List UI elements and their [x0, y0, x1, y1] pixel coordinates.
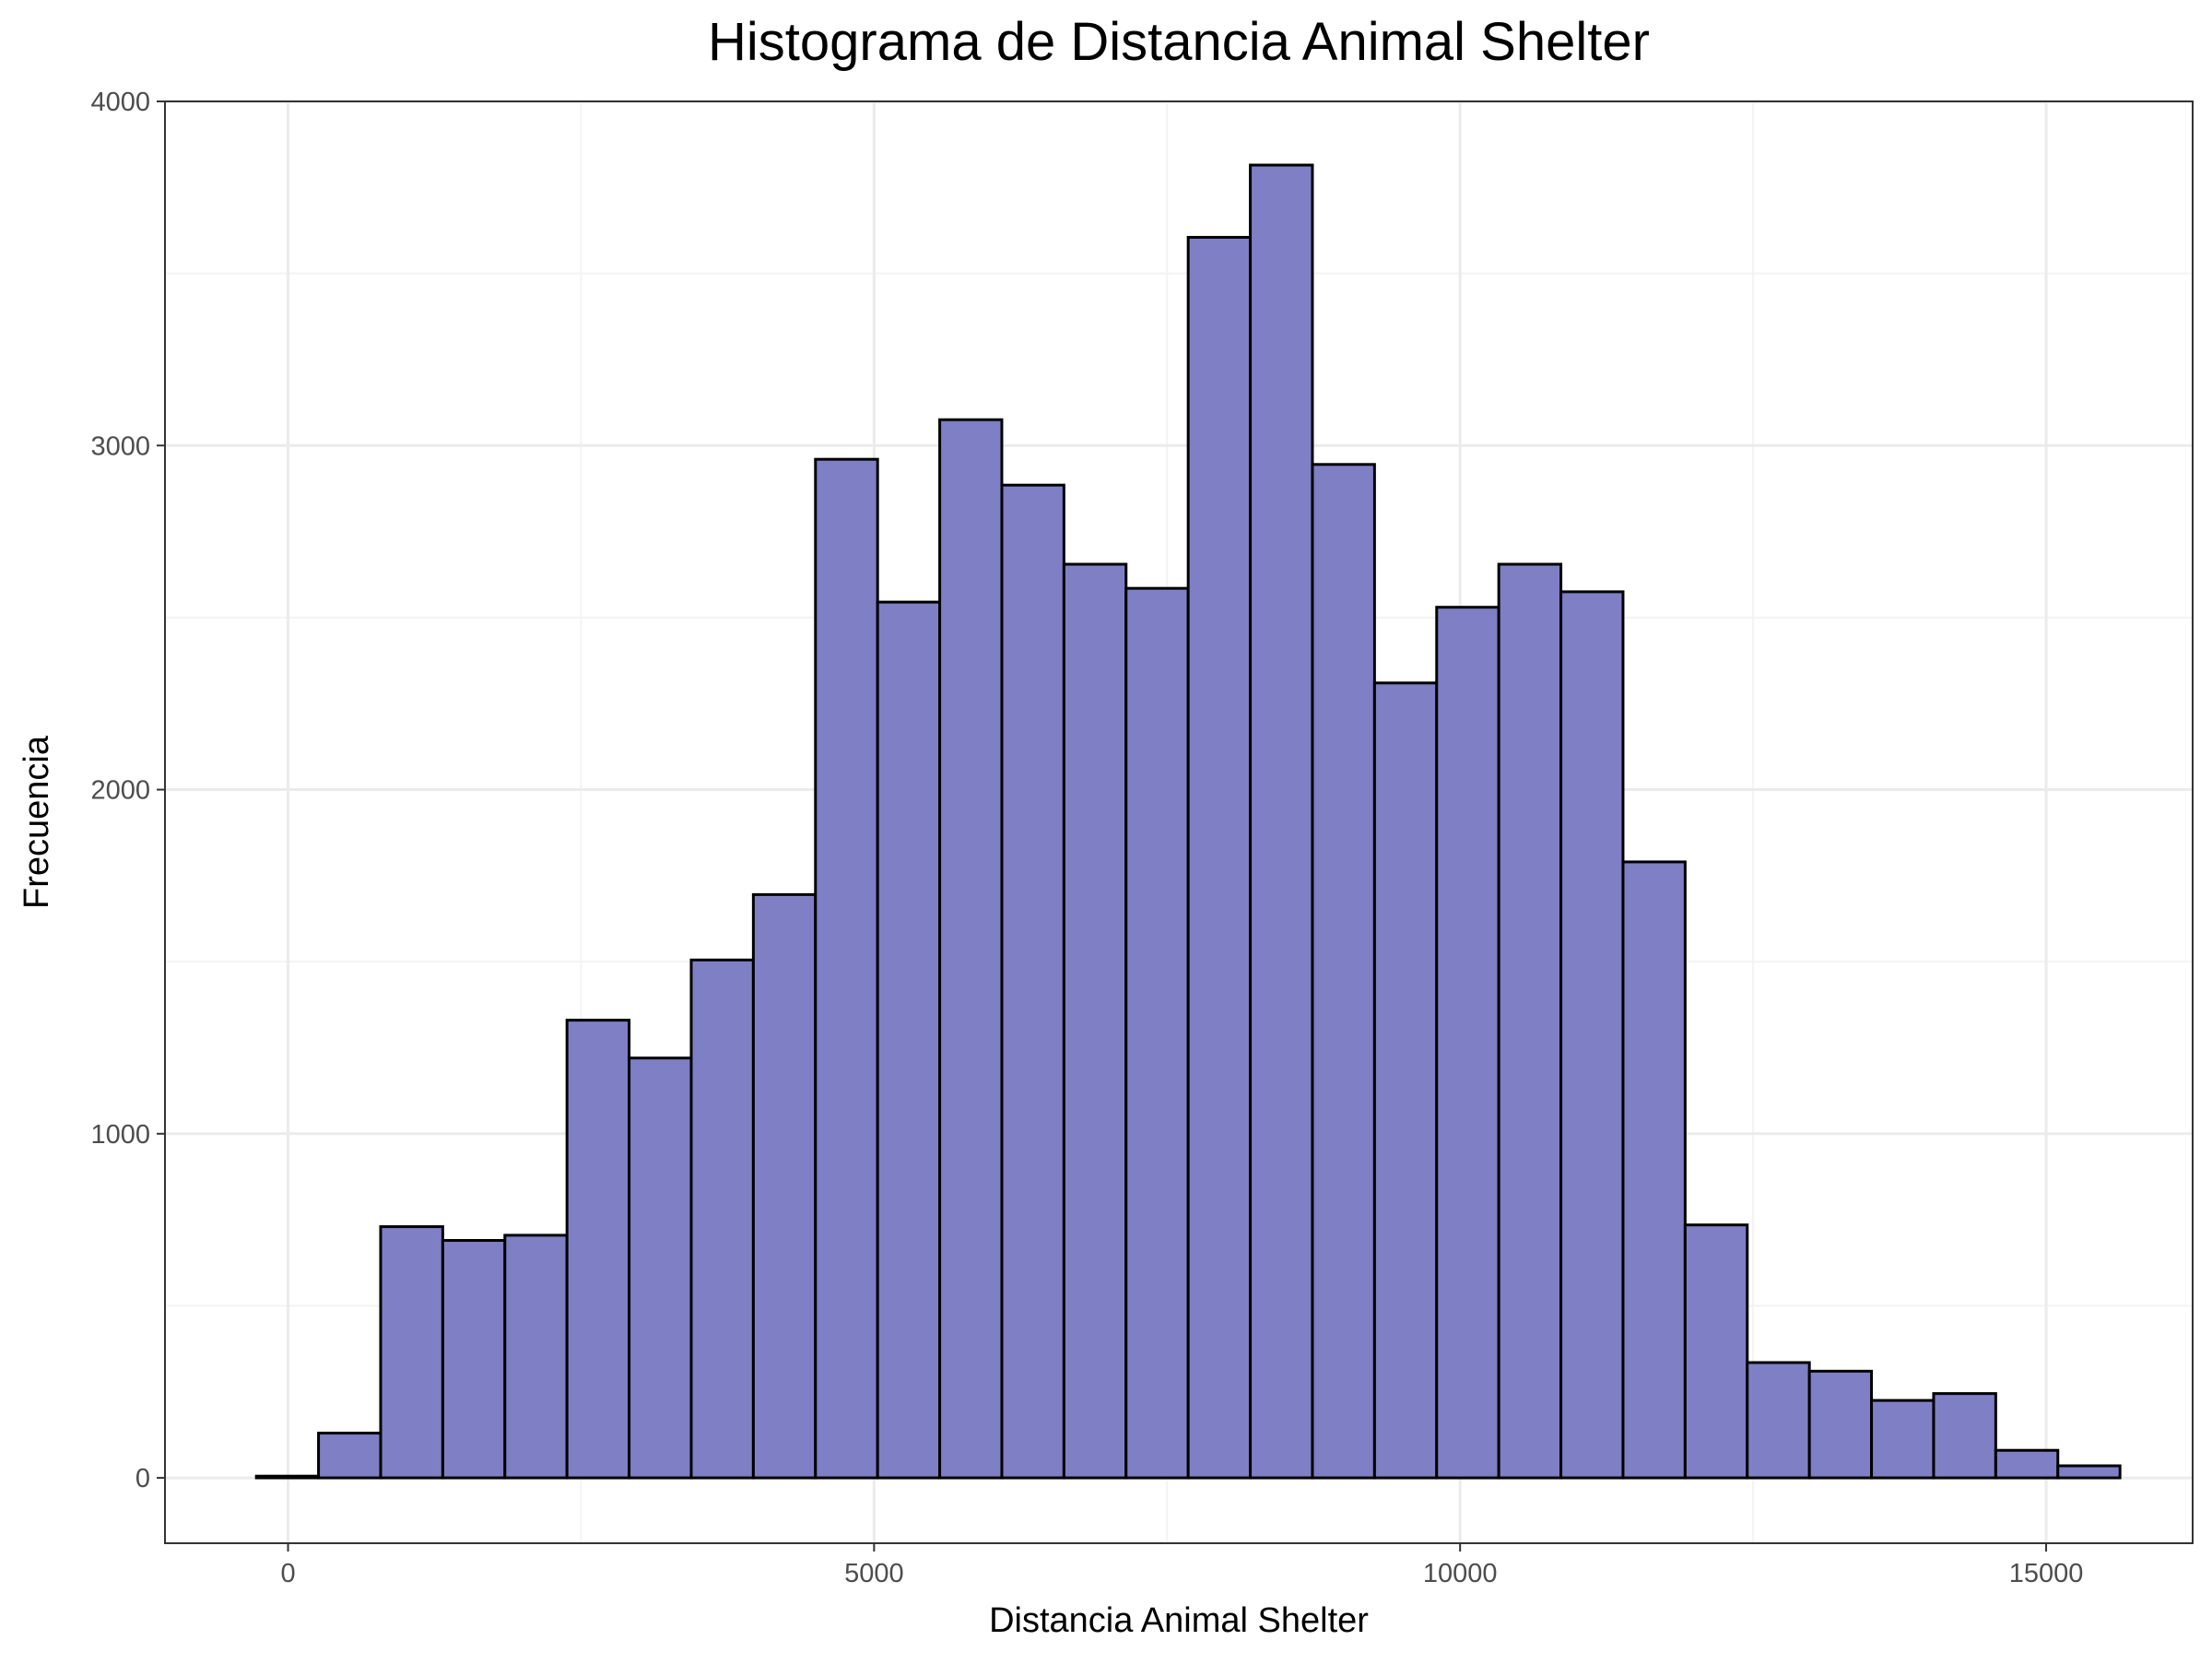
histogram-bar: [1497, 562, 1563, 1480]
histogram-bar: [379, 1225, 444, 1480]
y-tick-label: 1000: [90, 1120, 150, 1150]
histogram-bar: [1807, 1369, 1874, 1480]
histogram-bar: [503, 1233, 569, 1480]
axis-ticks: 0 5000 10000 15000 0 1000 2000 3000 4000: [90, 88, 2083, 1588]
histogram-bar: [441, 1239, 507, 1480]
x-axis-title: Distancia Animal Shelter: [989, 1601, 1369, 1640]
plot-panel-border: [164, 100, 2194, 1544]
histogram-bar: [1932, 1392, 1997, 1480]
x-tick-label: 15000: [2009, 1559, 2084, 1588]
chart-title: Histograma de Distancia Animal Shelter: [708, 12, 1650, 72]
histogram-bar: [1683, 1223, 1749, 1480]
histogram-bar: [628, 1056, 693, 1480]
x-tick-label: 0: [280, 1559, 295, 1588]
y-tick-label: 4000: [90, 88, 150, 117]
histogram-bar: [1435, 606, 1500, 1480]
histogram-bar: [2056, 1464, 2122, 1480]
histogram-bar: [254, 1474, 321, 1480]
histogram-bar: [751, 892, 818, 1480]
histogram-bar: [1870, 1398, 1936, 1480]
histogram-bar: [1994, 1448, 2060, 1480]
histogram-bar: [689, 958, 755, 1480]
histogram-bar: [876, 600, 942, 1480]
histogram-bars: [254, 163, 2122, 1480]
histogram-bar: [1311, 463, 1376, 1480]
histogram-bar: [1372, 681, 1439, 1480]
histogram-bar: [1000, 483, 1065, 1480]
histogram-bar: [1124, 586, 1190, 1480]
histogram-bar: [1186, 235, 1253, 1480]
histogram-bar: [1746, 1361, 1811, 1480]
histogram-bar: [938, 418, 1004, 1480]
x-tick-label: 10000: [1423, 1559, 1498, 1588]
histogram-bar: [1559, 590, 1625, 1480]
histogram-bar: [1062, 562, 1128, 1480]
y-tick-label: 2000: [90, 776, 150, 806]
histogram-bar: [317, 1432, 382, 1480]
histogram-bar: [1249, 163, 1314, 1480]
histogram-bar: [814, 457, 879, 1480]
histogram-bar: [565, 1019, 631, 1480]
y-axis-title: Frecuencia: [18, 735, 56, 909]
x-tick-label: 5000: [844, 1559, 904, 1588]
histogram-bar: [1621, 860, 1687, 1480]
y-tick-label: 3000: [90, 431, 150, 461]
y-tick-label: 0: [135, 1464, 150, 1493]
